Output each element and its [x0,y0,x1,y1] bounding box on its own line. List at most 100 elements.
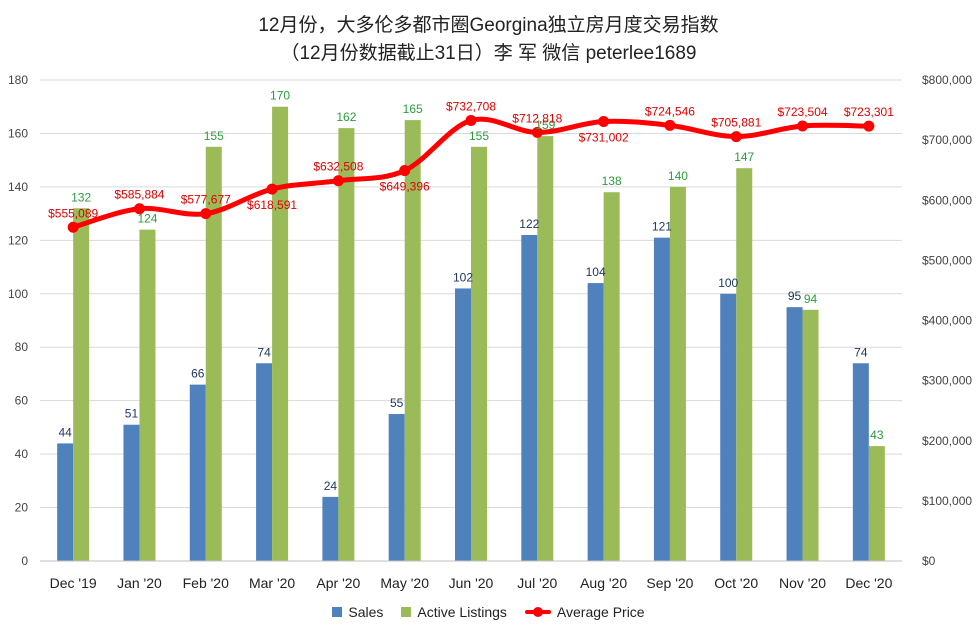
average-price-point [531,126,543,138]
average-price-point [664,119,676,131]
x-tick-label: Feb '20 [183,575,229,591]
legend-swatch-sales [332,607,343,617]
data-label-sales: 104 [586,265,606,279]
y-right-tick-label: $700,000 [922,133,972,147]
x-tick-label: Oct '20 [714,575,758,591]
y-left-tick-label: 140 [8,180,28,194]
x-tick-label: Dec '20 [845,575,892,591]
y-left-tick-label: 0 [21,554,28,568]
y-left-tick-label: 80 [15,340,29,354]
y-right-tick-label: $200,000 [922,434,972,448]
bar-active-listings [868,446,885,561]
bar-sales [256,363,273,561]
data-label-sales: 66 [191,367,205,381]
average-price-point [730,131,742,143]
chart-subtitle: （12月份数据截止31日）李 军 微信 peterlee1689 [280,43,697,64]
bar-active-listings [338,128,355,561]
y-axis-right: $0 $100,000 $200,000 $300,000 $400,000 $500,0… [922,73,972,568]
data-label-average-price: $723,301 [844,105,894,119]
average-price-point [863,120,875,132]
data-label-active-listings: 165 [403,102,423,116]
average-price-point [332,175,344,187]
data-label-sales: 24 [324,479,338,493]
bar-active-listings [73,208,90,561]
data-label-sales: 51 [125,407,139,421]
legend: Sales Active Listings Average Price [0,604,977,620]
x-tick-label: Jun '20 [449,575,494,591]
bar-sales [189,384,206,561]
data-label-sales: 55 [390,396,404,410]
average-price-point [67,221,79,233]
data-label-average-price: $577,677 [181,193,231,207]
data-label-average-price: $632,508 [313,160,363,174]
average-price-line [67,114,875,233]
x-tick-label: Aug '20 [580,575,627,591]
data-label-average-price: $723,504 [778,105,828,119]
legend-label-active-listings: Active Listings [417,604,507,620]
data-label-active-listings: 140 [668,169,688,183]
data-label-average-price: $649,396 [380,180,430,194]
y-left-tick-label: 40 [15,447,29,461]
bar-sales [852,363,869,561]
x-tick-label: Dec '19 [50,575,97,591]
y-axis-left: 0 20 40 60 80 100 120 140 160 180 [8,73,28,568]
bar-sales [455,288,471,561]
bar-sales [786,307,803,561]
data-label-active-listings: 132 [71,190,91,204]
x-tick-label: May '20 [380,575,429,591]
bars [57,106,885,562]
data-label-active-listings: 170 [270,89,290,103]
x-tick-label: Nov '20 [779,575,826,591]
bar-sales [521,234,538,561]
bar-sales [57,443,74,561]
data-label-average-price: $585,884 [114,188,164,202]
y-left-tick-label: 20 [15,501,29,515]
y-left-tick-label: 180 [8,73,28,87]
data-label-sales: 121 [652,220,672,234]
data-label-average-price: $705,881 [711,116,761,130]
bar-active-listings [669,186,686,561]
average-price-point [797,120,809,132]
data-label-average-price: $618,591 [247,198,297,212]
average-price-point [133,203,145,215]
bar-active-listings [205,146,222,562]
data-label-average-price: $712,818 [512,111,562,125]
data-label-active-listings: 138 [602,174,622,188]
legend-item-average-price: Average Price [524,604,645,620]
x-tick-label: Mar '20 [249,575,295,591]
y-right-tick-label: $600,000 [922,193,972,207]
bar-sales [123,424,140,561]
data-label-sales: 122 [519,217,539,231]
y-right-tick-label: $500,000 [922,253,972,267]
chart-title: 12月份，大多伦多都市圈Georgina独立房月度交易指数 [258,15,719,36]
y-right-tick-label: $0 [922,554,936,568]
data-label-active-listings: 159 [535,118,555,132]
data-labels: 44 51 66 74 24 55 102 122 104 121 100 95 74 132 124 155… [48,89,894,493]
y-right-tick-label: $100,000 [922,494,972,508]
y-left-tick-label: 120 [8,233,28,247]
data-label-average-price: $732,708 [446,99,496,113]
legend-item-active-listings: Active Listings [401,604,507,620]
y-left-tick-label: 60 [15,394,29,408]
legend-label-sales: Sales [348,604,384,620]
data-label-active-listings: 124 [137,212,157,226]
x-tick-label: Jul '20 [517,575,557,591]
data-label-active-listings: 94 [804,292,818,306]
x-tick-label: Sep '20 [646,575,693,591]
average-price-point [200,208,212,220]
y-left-tick-label: 100 [8,287,28,301]
legend-swatch-average-price [524,607,551,617]
bar-sales [322,496,339,561]
bar-sales [388,414,405,561]
data-label-sales: 100 [718,276,738,290]
bar-sales [587,283,604,561]
bar-active-listings [404,120,421,561]
y-right-tick-label: $300,000 [922,374,972,388]
data-label-active-listings: 162 [336,110,356,124]
data-label-active-listings: 155 [469,129,489,143]
legend-label-average-price: Average Price [556,604,645,620]
x-axis: Dec '19 Jan '20 Feb '20 Mar '20 Apr '20 May '… [40,560,902,591]
data-label-average-price: $731,002 [579,130,629,144]
data-label-sales: 74 [257,345,271,359]
bar-active-listings [272,106,289,561]
